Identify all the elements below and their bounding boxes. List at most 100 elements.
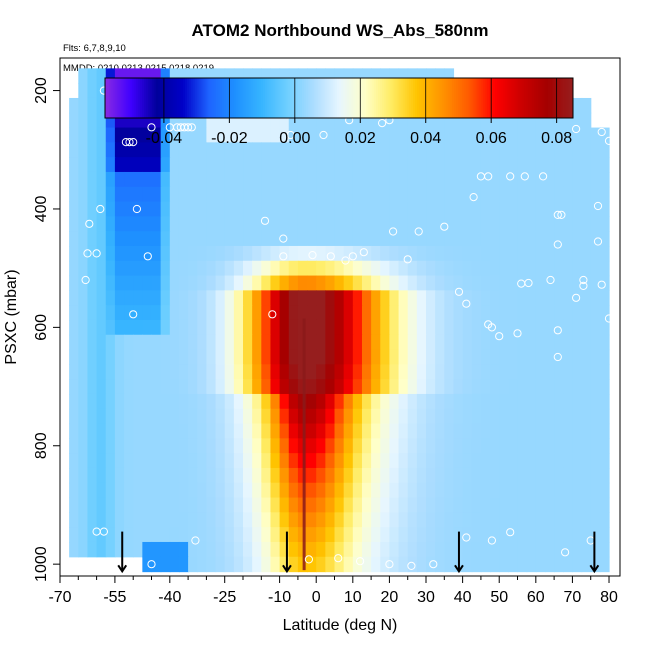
colorbar-segment [183, 78, 186, 118]
heat-cell [279, 467, 290, 484]
colorbar-segment [225, 78, 229, 118]
heat-cell [535, 275, 546, 291]
heat-cell [480, 260, 491, 277]
heat-cell [499, 453, 509, 469]
heat-cell [371, 438, 381, 454]
colorbar-segment [352, 78, 356, 118]
heat-cell [206, 482, 217, 499]
heat-cell [307, 68, 317, 84]
heat-cell [572, 112, 583, 129]
heat-cell [416, 527, 427, 543]
heat-cell [224, 527, 235, 543]
heat-cell [224, 142, 235, 158]
heat-cell [261, 186, 272, 203]
heat-cell [343, 260, 354, 277]
heat-cell [288, 216, 299, 232]
heat-cell [416, 556, 427, 573]
heat-cell [151, 527, 162, 543]
heat-cell [206, 142, 217, 158]
heat-cell [535, 423, 546, 439]
colorbar-segment [337, 78, 340, 118]
colorbar-segment [551, 78, 554, 118]
heat-cell [544, 497, 555, 513]
heat-cell [471, 216, 482, 232]
heat-cell [361, 112, 372, 129]
heat-cell [352, 201, 363, 217]
heat-cell [554, 497, 564, 513]
colorbar-segment [163, 78, 166, 118]
heat-cell [334, 112, 345, 129]
heat-cell [535, 512, 546, 528]
heat-cell [69, 393, 79, 410]
sample-point [593, 237, 603, 246]
heat-cell [426, 408, 436, 425]
heat-cell [197, 171, 207, 188]
heat-cell [435, 482, 445, 499]
heat-cell [197, 527, 207, 543]
colorbar-segment [473, 78, 476, 118]
heat-cell [563, 171, 574, 188]
heat-cell [480, 453, 491, 469]
heat-cell [279, 275, 290, 291]
heat-cell [416, 364, 427, 380]
heat-cell [96, 482, 107, 499]
heat-cell [572, 260, 583, 277]
heat-cell [151, 201, 162, 217]
heat-cell [105, 393, 116, 410]
heat-cell [499, 112, 509, 129]
heat-cell [581, 334, 592, 351]
heat-cell [78, 83, 89, 99]
heat-cell [142, 541, 153, 558]
heat-cell [307, 201, 317, 217]
heat-cell [480, 127, 491, 143]
heat-cell [508, 408, 519, 425]
heat-cell [480, 334, 491, 351]
heat-cell [453, 127, 464, 143]
x-tick-label: 30 [417, 589, 435, 606]
heat-cell [178, 142, 189, 158]
heat-cell [297, 112, 308, 129]
heat-cell [572, 97, 583, 114]
heat-cell [471, 364, 482, 380]
heat-cell [87, 364, 98, 380]
heat-cell [343, 556, 354, 573]
heat-cell [371, 260, 381, 277]
heat-cell [188, 423, 198, 439]
heat-cell [279, 556, 290, 573]
heat-cell [78, 186, 89, 203]
heat-cell [581, 423, 592, 439]
colorbar-segment [418, 78, 422, 118]
heat-cell [435, 527, 445, 543]
heat-cell [490, 541, 500, 558]
heat-cell [279, 408, 290, 425]
heat-cell [297, 127, 308, 143]
heat-cell [206, 290, 217, 306]
heat-cell [133, 438, 143, 454]
colorbar-segment [512, 78, 515, 118]
heat-cell [270, 127, 281, 143]
heat-cell [352, 142, 363, 158]
heat-cell [480, 186, 491, 203]
heat-cell [169, 423, 180, 439]
heat-cell [133, 231, 143, 247]
heat-cell [444, 453, 455, 469]
heat-cell [160, 127, 171, 143]
heat-cell [124, 260, 134, 277]
heat-cell [444, 157, 455, 173]
colorbar-segment [543, 78, 547, 118]
heat-cell [407, 379, 418, 395]
heat-cell [188, 127, 198, 143]
heat-cell [316, 260, 326, 277]
heat-cell [215, 379, 226, 395]
heat-cell [371, 245, 381, 262]
heat-cell [490, 408, 500, 425]
heat-cell [114, 541, 125, 558]
heat-cell [151, 379, 162, 395]
heat-cell [554, 556, 564, 573]
heat-cell [243, 423, 253, 439]
heat-cell [462, 112, 473, 129]
heat-cell [334, 556, 345, 573]
heat-cell [563, 482, 574, 499]
heat-cell [462, 171, 473, 188]
heat-cell [544, 408, 555, 425]
